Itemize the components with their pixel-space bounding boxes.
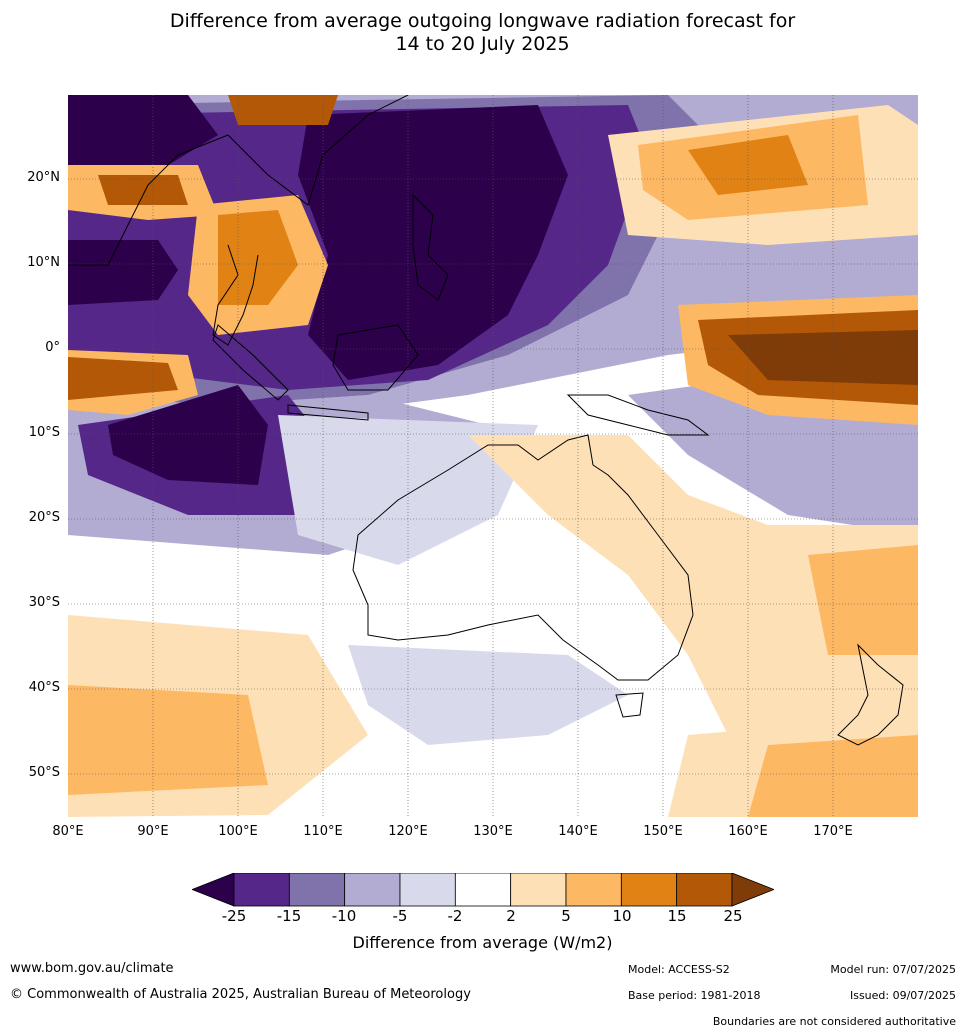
lat-label-10n: 10°N	[27, 255, 60, 270]
colorbar-tick: 25	[723, 907, 743, 925]
colorbar-arrow-low	[192, 873, 235, 907]
footer-model-run: Model run: 07/07/2025	[830, 963, 956, 976]
colorbar-tick: -15	[276, 907, 302, 925]
asia-coastline	[68, 95, 409, 266]
footer-copyright: © Commonwealth of Australia 2025, Austra…	[10, 987, 471, 1002]
colorbar	[192, 873, 774, 907]
graticule	[68, 95, 918, 817]
australia-lavender	[278, 415, 538, 565]
lat-label-40s: 40°S	[28, 680, 60, 695]
sumatra-coastline	[212, 324, 289, 401]
lat-label-20s: 20°S	[28, 510, 60, 525]
lon-label-80e: 80°E	[52, 824, 84, 839]
colorbar-swatch	[454, 873, 512, 907]
malay-peninsula-coastline	[212, 244, 259, 346]
colorbar-swatch	[344, 873, 401, 907]
indian-eq-dark	[68, 357, 178, 400]
colorbar-arrow-high	[731, 873, 774, 907]
colorbar-swatch	[620, 873, 678, 907]
equatorial-pacific-core	[728, 330, 918, 385]
colorbar-tick: 10	[612, 907, 632, 925]
nw-purple-core	[68, 95, 218, 175]
map-canvas	[68, 95, 918, 817]
java-coastline	[287, 404, 369, 421]
colorbar-tick: 2	[506, 907, 516, 925]
lon-label-120e: 120°E	[388, 824, 428, 839]
colorbar-swatch	[565, 873, 622, 907]
lon-label-170e: 170°E	[813, 824, 853, 839]
lon-label-110e: 110°E	[303, 824, 343, 839]
colorbar-tick: -10	[331, 907, 357, 925]
borneo-coastline	[332, 324, 419, 391]
olr-anomaly-map	[68, 95, 918, 817]
colorbar-swatch	[288, 873, 346, 907]
tasman-orange	[808, 545, 918, 655]
lat-label-20n: 20°N	[27, 170, 60, 185]
colorbar-tick: -5	[392, 907, 408, 925]
lon-label-140e: 140°E	[558, 824, 598, 839]
colorbar-swatch	[399, 873, 456, 907]
australia-coastline	[352, 434, 694, 681]
chart-title: Difference from average outgoing longwav…	[0, 10, 965, 56]
lat-label-30s: 30°S	[28, 595, 60, 610]
footer-model: Model: ACCESS-S2	[628, 963, 730, 976]
footer-url[interactable]: www.bom.gov.au/climate	[10, 961, 174, 976]
lon-label-90e: 90°E	[137, 824, 169, 839]
philippines-coastline	[412, 193, 449, 301]
lat-label-10s: 10°S	[28, 425, 60, 440]
footer-base-period: Base period: 1981-2018	[628, 989, 761, 1002]
lon-label-130e: 130°E	[473, 824, 513, 839]
lat-label-50s: 50°S	[28, 765, 60, 780]
bay-bengal-core	[68, 240, 178, 305]
colorbar-tick: 5	[561, 907, 571, 925]
southern-ocean-orange	[68, 685, 268, 795]
title-line-1: Difference from average outgoing longwav…	[169, 10, 796, 32]
east-australia-peach	[468, 435, 918, 745]
lon-label-100e: 100°E	[218, 824, 258, 839]
colorbar-label: Difference from average (W/m2)	[352, 933, 613, 952]
colorbar-tick: -2	[447, 907, 463, 925]
south-lavender	[348, 645, 628, 745]
lon-label-150e: 150°E	[643, 824, 683, 839]
new-zealand-coastline	[837, 643, 904, 746]
colorbar-swatch	[510, 873, 567, 907]
footer-disclaimer: Boundaries are not considered authoritat…	[712, 1015, 956, 1028]
north-top-orange	[228, 95, 338, 125]
title-line-2: 14 to 20 July 2025	[395, 33, 570, 55]
new-guinea-coastline	[566, 394, 710, 436]
india-dark	[98, 175, 188, 205]
colorbar-tick: 15	[667, 907, 687, 925]
footer-issued: Issued: 09/07/2025	[849, 989, 956, 1002]
colorbar-swatch	[233, 873, 290, 907]
lat-label-0: 0°	[45, 340, 60, 355]
colorbar-swatch	[676, 873, 733, 907]
south-indian-purple-core	[108, 385, 268, 485]
north-purple-core	[298, 105, 568, 380]
lon-label-160e: 160°E	[728, 824, 768, 839]
colorbar-tick: -25	[221, 907, 247, 925]
tasmania-coastline	[615, 692, 644, 718]
